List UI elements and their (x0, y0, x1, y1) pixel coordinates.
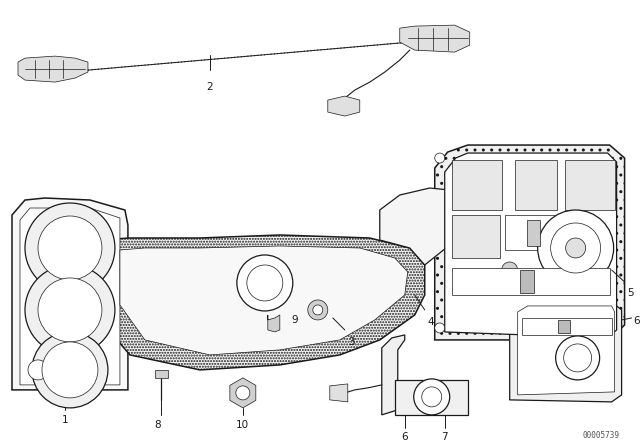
Polygon shape (505, 215, 559, 250)
Circle shape (313, 305, 323, 315)
Polygon shape (230, 378, 256, 408)
Polygon shape (509, 302, 621, 402)
Circle shape (236, 386, 250, 400)
Text: 3: 3 (348, 337, 355, 347)
Polygon shape (452, 215, 500, 258)
Circle shape (308, 300, 328, 320)
Polygon shape (120, 246, 408, 355)
Circle shape (42, 342, 98, 398)
Text: 5: 5 (628, 288, 634, 298)
Text: 2: 2 (207, 82, 213, 92)
Polygon shape (557, 320, 570, 333)
Circle shape (38, 278, 102, 342)
Polygon shape (20, 208, 120, 385)
Polygon shape (515, 160, 557, 210)
Circle shape (38, 216, 102, 280)
Circle shape (32, 332, 108, 408)
Circle shape (435, 323, 445, 333)
Polygon shape (395, 380, 468, 415)
Circle shape (25, 265, 115, 355)
Text: 00005739: 00005739 (582, 431, 620, 440)
Polygon shape (518, 306, 614, 395)
Text: 1: 1 (61, 415, 68, 425)
Circle shape (28, 360, 48, 380)
Circle shape (566, 238, 586, 258)
Polygon shape (520, 270, 534, 293)
Polygon shape (527, 220, 540, 246)
Text: 7: 7 (442, 432, 448, 442)
Polygon shape (155, 370, 168, 378)
Text: 6: 6 (401, 432, 408, 442)
Text: 10: 10 (236, 420, 250, 430)
Circle shape (564, 344, 591, 372)
Text: 8: 8 (155, 420, 161, 430)
Polygon shape (100, 235, 425, 370)
Circle shape (25, 203, 115, 293)
Text: 6: 6 (634, 316, 640, 326)
Polygon shape (12, 198, 128, 390)
Circle shape (435, 153, 445, 163)
Circle shape (502, 262, 518, 278)
Polygon shape (452, 160, 502, 210)
Polygon shape (522, 318, 612, 335)
Text: 4: 4 (428, 317, 435, 327)
Polygon shape (328, 96, 360, 116)
Polygon shape (400, 25, 470, 52)
Circle shape (422, 387, 442, 407)
Circle shape (556, 336, 600, 380)
Circle shape (247, 265, 283, 301)
Circle shape (413, 379, 450, 415)
Polygon shape (330, 384, 348, 402)
Text: 9: 9 (292, 315, 298, 325)
Polygon shape (268, 315, 280, 332)
Circle shape (538, 210, 614, 286)
Circle shape (237, 255, 293, 311)
Polygon shape (452, 268, 610, 295)
Polygon shape (435, 145, 625, 340)
Polygon shape (445, 153, 616, 338)
Circle shape (550, 223, 600, 273)
Polygon shape (381, 335, 404, 415)
Polygon shape (380, 188, 450, 265)
Polygon shape (564, 160, 614, 210)
Polygon shape (18, 56, 88, 82)
